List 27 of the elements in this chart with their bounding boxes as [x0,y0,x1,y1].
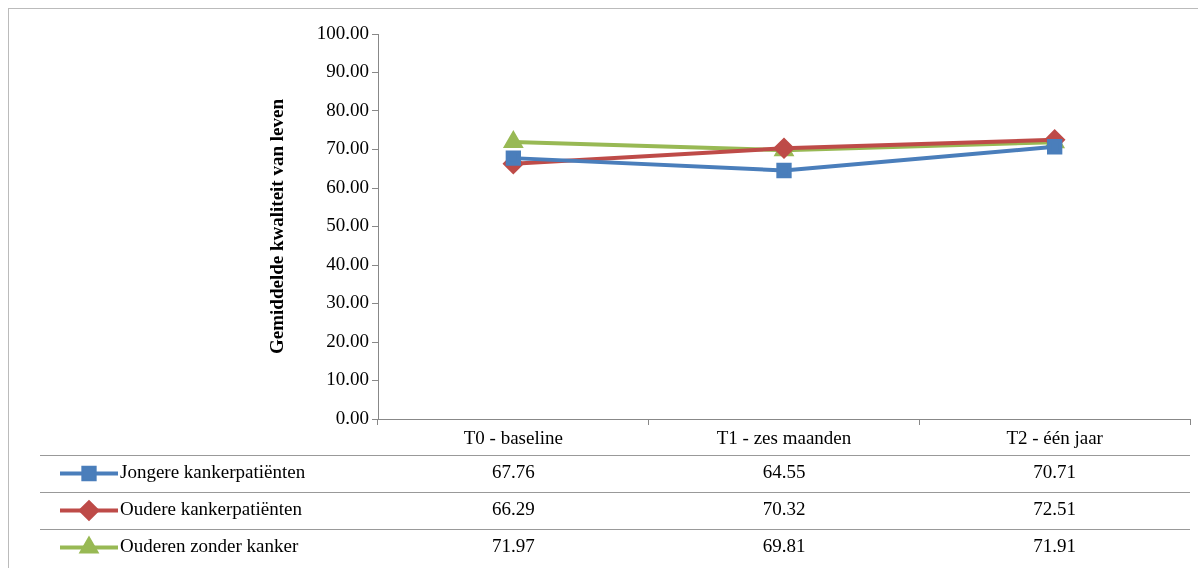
y-tick-label: 100.00 [316,21,369,43]
y-tick-label: 40.00 [326,252,369,274]
data-label: 66.29 [491,498,535,520]
y-tick-label: 50.00 [326,214,369,236]
data-label: 71.97 [491,535,535,557]
y-axis-title: Gemiddelde kwaliteit van leven [265,98,287,354]
data-label: 64.55 [762,461,806,483]
data-label: 71.91 [1033,535,1077,557]
y-tick-label: 10.00 [326,368,369,390]
legend-label: Ouderen zonder kanker [120,535,299,557]
data-label: 70.71 [1033,461,1077,483]
legend-label: Jongere kankerpatiënten [120,461,306,483]
y-tick-label: 30.00 [326,291,369,313]
data-label: 69.81 [762,535,806,557]
y-tick-label: 90.00 [326,60,369,82]
data-label: 70.32 [762,498,806,520]
x-tick-label: T1 - zes maanden [716,427,852,449]
y-tick-label: 70.00 [326,137,369,159]
x-tick-label: T0 - baseline [463,427,563,449]
y-tick-label: 0.00 [335,406,369,428]
x-tick-label: T2 - één jaar [1006,427,1104,449]
y-tick-label: 60.00 [326,175,369,197]
y-tick-label: 20.00 [326,329,369,351]
y-tick-label: 80.00 [326,98,369,120]
legend-label: Oudere kankerpatiënten [120,498,303,520]
data-label: 72.51 [1033,498,1077,520]
data-label: 67.76 [491,461,535,483]
